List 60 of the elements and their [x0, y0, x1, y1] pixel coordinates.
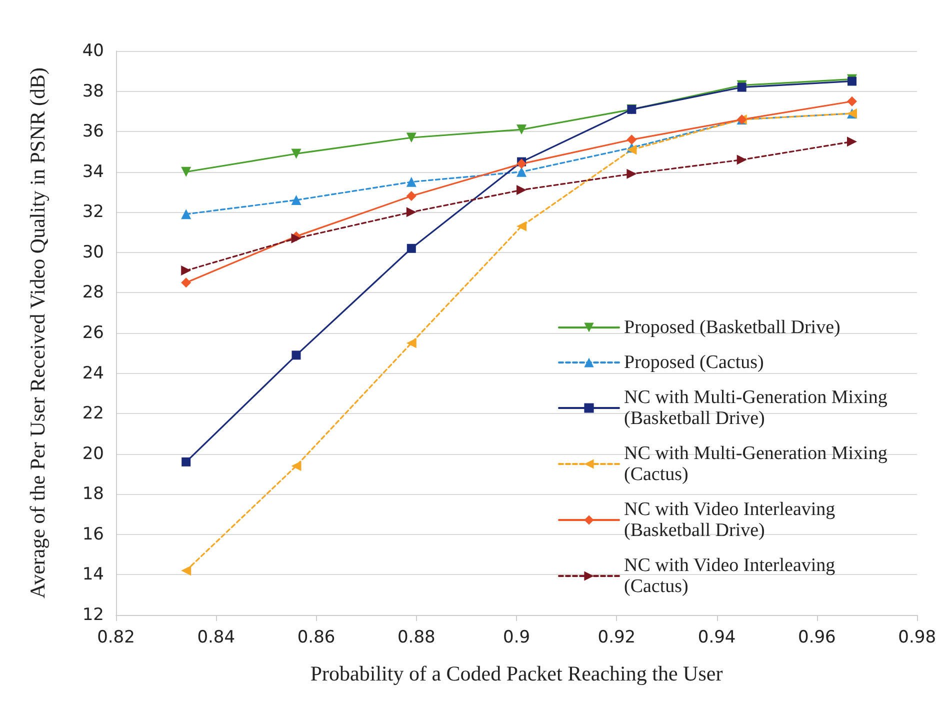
point: [516, 166, 527, 177]
point: [291, 460, 302, 471]
point: [736, 154, 747, 165]
x-tick-label: 0.92: [598, 628, 636, 648]
y-tick-label: 40: [82, 41, 104, 61]
y-tick-label: 26: [82, 323, 104, 343]
point: [406, 244, 416, 253]
legend-label: NC with Video Interleaving (Basketball Drive): [624, 499, 840, 541]
point: [846, 136, 857, 147]
y-tick-label: 36: [82, 122, 104, 142]
point: [292, 350, 301, 360]
point: [291, 148, 302, 159]
y-tick-label: 14: [82, 564, 104, 585]
y-tick-label: 30: [82, 242, 104, 262]
legend-label: NC with Video Interleaving (Cactus): [624, 555, 840, 597]
x-tick-label: 0.86: [297, 628, 336, 648]
point: [516, 184, 527, 195]
point: [291, 195, 302, 206]
x-tick-label: 0.82: [97, 628, 135, 648]
x-tick-label: 0.84: [197, 628, 236, 648]
y-axis-title: Average of the Per User Received Video Quality in PSNR (dB): [26, 67, 50, 599]
x-tick-label: 0.9: [503, 628, 530, 648]
y-tick-label: 22: [82, 404, 104, 424]
y-tick-label: 20: [82, 444, 104, 464]
point: [406, 207, 416, 218]
y-tick-label: 16: [82, 524, 104, 544]
y-tick-label: 18: [82, 484, 104, 504]
point: [406, 176, 416, 187]
point: [516, 221, 527, 232]
x-tick-label: 0.94: [698, 628, 736, 648]
legend-label: NC with Multi-Generation Mixing (Basketball Drive): [624, 387, 892, 429]
point: [181, 166, 192, 177]
point: [181, 209, 192, 220]
y-tick-label: 24: [82, 363, 104, 384]
y-tick-label: 38: [82, 81, 104, 102]
legend-label: Proposed (Cactus): [624, 352, 764, 373]
point: [737, 82, 746, 92]
point: [626, 134, 637, 145]
point: [626, 168, 637, 179]
point: [516, 124, 527, 135]
point: [516, 158, 527, 169]
legend-label: Proposed (Basketball Drive): [624, 317, 840, 338]
y-tick-label: 12: [82, 605, 104, 625]
y-tick-label: 28: [82, 282, 104, 303]
point: [182, 457, 191, 466]
y-tick-label: 34: [82, 162, 104, 182]
x-tick-label: 0.88: [397, 628, 436, 648]
point: [846, 96, 857, 106]
x-tick-label: 0.98: [898, 628, 936, 648]
x-tick-label: 0.96: [798, 628, 836, 648]
point: [181, 278, 192, 288]
legend-label: NC with Multi-Generation Mixing (Cactus): [624, 443, 892, 485]
point: [847, 76, 856, 86]
y-tick-label: 32: [82, 202, 104, 222]
point: [406, 338, 416, 348]
point: [181, 566, 192, 576]
point: [406, 191, 416, 202]
point: [181, 266, 192, 276]
x-axis-title: Probability of a Coded Packet Reaching the User: [310, 662, 723, 686]
point: [406, 132, 416, 143]
